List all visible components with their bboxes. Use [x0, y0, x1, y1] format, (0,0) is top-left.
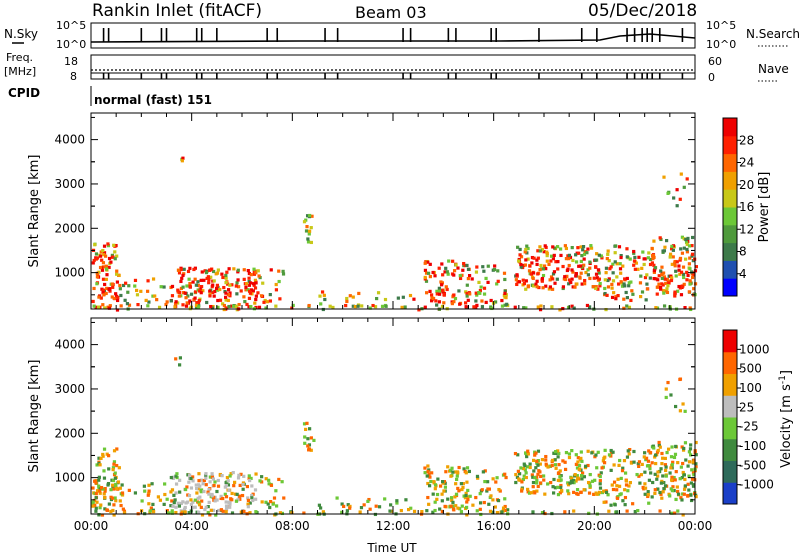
freq-tick-bottom: 8 [70, 70, 77, 83]
velocity-cbar-label: Velocity [m s-1] [778, 370, 794, 468]
power-ytick-1000: 1000 [54, 266, 85, 280]
power-y-axis: 1000 2000 3000 4000 [54, 116, 695, 296]
nsky-tick-top: 10^5 [56, 19, 86, 32]
velocity-cbar-tick-1: 500 [739, 362, 762, 376]
velocity-cbar-label-main: Velocity [m s [779, 384, 794, 468]
velocity-heatmap [91, 356, 698, 517]
power-ylabel: Slant Range [km] [27, 155, 42, 268]
date-title: 05/Dec/2018 [588, 1, 697, 21]
velocity-cbar-swatch-3 [723, 417, 737, 440]
power-cbar-tick-1: 24 [739, 156, 754, 170]
velocity-cbar-tick-5: -100 [739, 439, 766, 453]
nsky-panel: N.Sky 10^5 10^0 10^5 10^0 N.Search [4, 19, 800, 51]
freq-label: Freq. [6, 51, 33, 64]
xtick-1: 04:00 [174, 519, 209, 533]
time-x-axis: 00:00 04:00 08:00 12:00 16:00 20:00 00:00 [74, 318, 713, 533]
nsky-tick-bottom: 10^0 [56, 38, 86, 51]
power-cbar-tick-2: 20 [739, 178, 754, 192]
power-cbar-tick-5: 8 [739, 245, 747, 259]
power-cbar-tick-6: 4 [739, 267, 747, 281]
freq-panel: Freq. [MHz] 18 8 60 0 Nave [4, 51, 789, 84]
freq-tick-top: 18 [64, 55, 78, 68]
power-cbar-swatch-0 [723, 278, 737, 297]
power-cbar-swatch-9 [723, 118, 737, 137]
velocity-cbar-swatch-2 [723, 438, 737, 461]
velocity-cbar-swatch-5 [723, 373, 737, 396]
power-cbar-tick-3: 16 [739, 200, 754, 214]
x-axis-label: Time UT [366, 541, 417, 554]
cpid-value: normal (fast) 151 [94, 93, 212, 107]
xtick-4: 16:00 [476, 519, 511, 533]
freq-unit: [MHz] [4, 65, 36, 78]
velocity-cbar-tick-3: 25 [739, 400, 754, 414]
velocity-ytick-4000: 4000 [54, 338, 85, 352]
power-ytick-2000: 2000 [54, 221, 85, 235]
nave-tick-bottom: 0 [708, 71, 715, 84]
velocity-ylabel: Slant Range [km] [27, 360, 42, 473]
station-title: Rankin Inlet (fitACF) [92, 1, 262, 21]
velocity-ytick-3000: 3000 [54, 382, 85, 396]
power-panel: Slant Range [km] 1000 2000 3000 4000 [27, 112, 699, 312]
nave-label: Nave [758, 62, 789, 76]
xtick-6: 00:00 [678, 519, 713, 533]
velocity-cbar-swatch-7 [723, 330, 737, 353]
velocity-cbar-swatch-0 [723, 482, 737, 505]
velocity-cbar-swatch-6 [723, 351, 737, 374]
power-cbar-swatch-7 [723, 153, 737, 172]
velocity-colorbar: 1000 500 100 25 -25 -100 -500 -1000 Velocity [m… [722, 329, 794, 505]
velocity-ytick-2000: 2000 [54, 426, 85, 440]
nsky-right-tick-bottom: 10^0 [706, 38, 736, 51]
velocity-cbar-swatch-4 [723, 395, 737, 418]
nave-tick-top: 60 [708, 55, 722, 68]
velocity-ytick-1000: 1000 [54, 471, 85, 485]
power-ytick-4000: 4000 [54, 133, 85, 147]
power-cbar-swatch-4 [723, 207, 737, 226]
power-ytick-3000: 3000 [54, 177, 85, 191]
beam-title: Beam 03 [355, 3, 427, 22]
power-cbar-tick-4: 12 [739, 222, 754, 236]
nsky-label: N.Sky [4, 27, 38, 41]
velocity-cbar-tick-6: -500 [739, 458, 766, 472]
velocity-cbar-label-end: ] [779, 370, 794, 375]
nsearch-label: N.Search [746, 27, 800, 41]
cpid-label: CPID [8, 86, 40, 100]
xtick-3: 12:00 [376, 519, 411, 533]
power-cbar-swatch-8 [723, 135, 737, 155]
velocity-cbar-label-sup: -1 [778, 375, 788, 384]
power-cbar-swatch-1 [723, 260, 737, 279]
nsky-series [90, 28, 696, 43]
power-cbar-swatch-5 [723, 189, 737, 208]
velocity-y-axis: 1000 2000 3000 4000 [54, 321, 695, 501]
xtick-0: 00:00 [74, 519, 109, 533]
velocity-cbar-tick-4: -25 [739, 420, 759, 434]
power-colorbar: 28 24 20 16 12 8 4 Power [dB] [722, 117, 772, 297]
freq-series [91, 69, 695, 79]
velocity-cbar-tick-7: -1000 [739, 478, 774, 492]
velocity-cbar-tick-2: 100 [739, 381, 762, 395]
power-x-ticks [90, 113, 696, 309]
power-cbar-tick-0: 28 [739, 133, 754, 147]
power-cbar-label: Power [dB] [757, 172, 772, 243]
power-cbar-swatch-2 [723, 242, 737, 261]
xtick-5: 20:00 [577, 519, 612, 533]
velocity-cbar-tick-0: 1000 [739, 342, 770, 356]
nsky-right-tick-top: 10^5 [706, 19, 736, 32]
power-cbar-swatch-3 [723, 224, 737, 244]
power-heatmap [91, 156, 699, 312]
velocity-cbar-swatch-1 [723, 460, 737, 483]
power-cbar-swatch-6 [723, 171, 737, 190]
xtick-2: 08:00 [275, 519, 310, 533]
